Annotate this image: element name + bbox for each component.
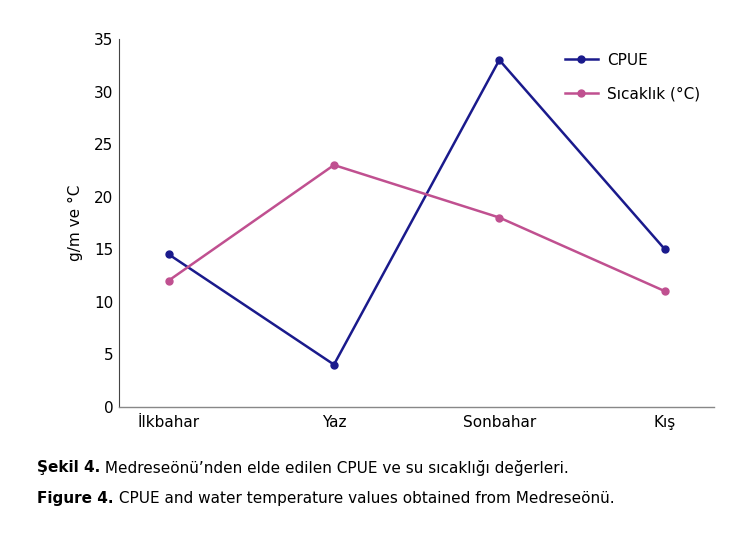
CPUE (495, 57, 504, 63)
CPUE (164, 251, 173, 258)
Line: Sıcaklık (°C): Sıcaklık (°C) (165, 162, 668, 295)
Text: CPUE and water temperature values obtained from Medreseönü.: CPUE and water temperature values obtain… (114, 491, 615, 506)
Sıcaklık (°C) (330, 162, 339, 168)
Text: Figure 4.: Figure 4. (37, 491, 114, 506)
Line: CPUE: CPUE (165, 56, 668, 368)
Sıcaklık (°C) (660, 288, 669, 295)
Sıcaklık (°C) (164, 277, 173, 284)
CPUE (660, 246, 669, 252)
Sıcaklık (°C) (495, 214, 504, 221)
Text: Medreseönü’nden elde edilen CPUE ve su sıcaklığı değerleri.: Medreseönü’nden elde edilen CPUE ve su s… (100, 460, 569, 476)
CPUE (330, 361, 339, 368)
Text: Şekil 4.: Şekil 4. (37, 460, 100, 475)
Legend: CPUE, Sıcaklık (°C): CPUE, Sıcaklık (°C) (559, 47, 707, 107)
Y-axis label: g/m ve °C: g/m ve °C (68, 184, 83, 261)
